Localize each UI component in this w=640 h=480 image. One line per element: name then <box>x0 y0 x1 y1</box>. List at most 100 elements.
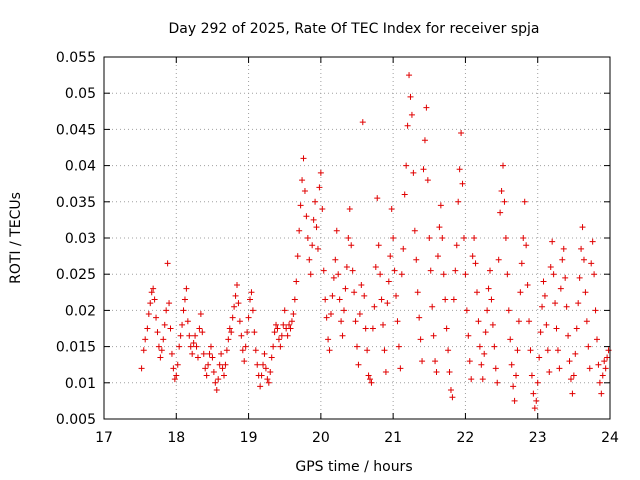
data-point <box>492 365 499 372</box>
data-point <box>343 263 350 270</box>
axis-ticks: 17 18 19 20 21 22 23 24 0.005 0.01 0.015 0.02 0.025 0… <box>56 50 619 446</box>
data-point <box>378 296 385 303</box>
data-point <box>332 256 339 263</box>
data-point <box>181 296 188 303</box>
data-point <box>479 376 486 383</box>
data-point <box>456 166 463 173</box>
data-point <box>189 350 196 357</box>
data-point <box>549 238 556 245</box>
data-point <box>427 267 434 274</box>
data-point <box>504 271 511 278</box>
data-point <box>484 307 491 314</box>
data-point <box>216 361 223 368</box>
data-point <box>501 198 508 205</box>
data-point <box>144 325 151 332</box>
data-point <box>397 365 404 372</box>
data-point <box>371 303 378 310</box>
data-point <box>401 191 408 198</box>
data-point <box>202 365 209 372</box>
data-point <box>234 282 241 289</box>
data-point <box>309 242 316 249</box>
data-points <box>138 72 612 412</box>
data-point <box>173 372 180 379</box>
data-point <box>440 271 447 278</box>
data-point <box>466 358 473 365</box>
data-point <box>299 177 306 184</box>
data-point <box>190 339 197 346</box>
data-point <box>536 354 543 361</box>
data-point <box>497 209 504 216</box>
data-point <box>205 361 212 368</box>
data-point <box>407 93 414 100</box>
data-point <box>367 376 374 383</box>
data-point <box>307 271 314 278</box>
data-point <box>595 361 602 368</box>
data-point <box>473 289 480 296</box>
data-point <box>472 260 479 267</box>
data-point <box>291 296 298 303</box>
x-tick-label: 18 <box>167 430 185 446</box>
data-point <box>157 354 164 361</box>
data-point <box>210 368 217 375</box>
data-point <box>301 187 308 194</box>
data-point <box>163 307 170 314</box>
y-tick-label: 0.05 <box>65 86 96 102</box>
data-point <box>260 361 267 368</box>
data-point <box>297 202 304 209</box>
data-point <box>300 155 307 162</box>
data-point <box>527 347 534 354</box>
data-point <box>158 347 165 354</box>
data-point <box>359 119 366 126</box>
data-point <box>338 318 345 325</box>
data-point <box>398 271 405 278</box>
data-point <box>567 376 574 383</box>
data-point <box>249 307 256 314</box>
data-point <box>533 397 540 404</box>
data-point <box>257 383 264 390</box>
data-point <box>207 343 214 350</box>
data-point <box>419 358 426 365</box>
data-point <box>598 390 605 397</box>
data-point <box>515 318 522 325</box>
data-point <box>228 329 235 336</box>
data-point <box>314 245 321 252</box>
data-point <box>387 253 394 260</box>
data-point <box>326 347 333 354</box>
data-point <box>488 296 495 303</box>
data-point <box>511 397 518 404</box>
data-point <box>485 285 492 292</box>
data-point <box>369 325 376 332</box>
data-point <box>199 329 206 336</box>
data-point <box>426 235 433 241</box>
data-point <box>553 325 560 332</box>
data-point <box>262 365 269 372</box>
data-point <box>355 361 362 368</box>
data-point <box>352 318 359 325</box>
data-point <box>514 347 521 354</box>
data-point <box>462 271 469 278</box>
data-point <box>236 318 243 325</box>
data-point <box>453 242 460 249</box>
data-point <box>356 311 363 318</box>
data-point <box>602 365 609 372</box>
data-point <box>312 198 319 205</box>
data-point <box>323 314 330 321</box>
y-axis-label: ROTI / TECUs <box>8 192 24 284</box>
data-point <box>437 202 444 209</box>
data-point <box>245 314 252 321</box>
data-point <box>498 187 505 194</box>
data-point <box>294 253 301 260</box>
data-point <box>507 336 514 343</box>
data-point <box>508 361 515 368</box>
x-tick-label: 22 <box>457 430 475 446</box>
data-point <box>589 238 596 245</box>
data-point <box>455 198 462 205</box>
data-point <box>540 278 547 285</box>
y-tick-label: 0.015 <box>56 340 96 356</box>
y-tick-label: 0.03 <box>65 231 96 247</box>
data-point <box>145 311 152 318</box>
data-point <box>212 379 219 386</box>
data-point <box>254 361 261 368</box>
data-point <box>358 282 365 289</box>
data-point <box>524 282 531 289</box>
